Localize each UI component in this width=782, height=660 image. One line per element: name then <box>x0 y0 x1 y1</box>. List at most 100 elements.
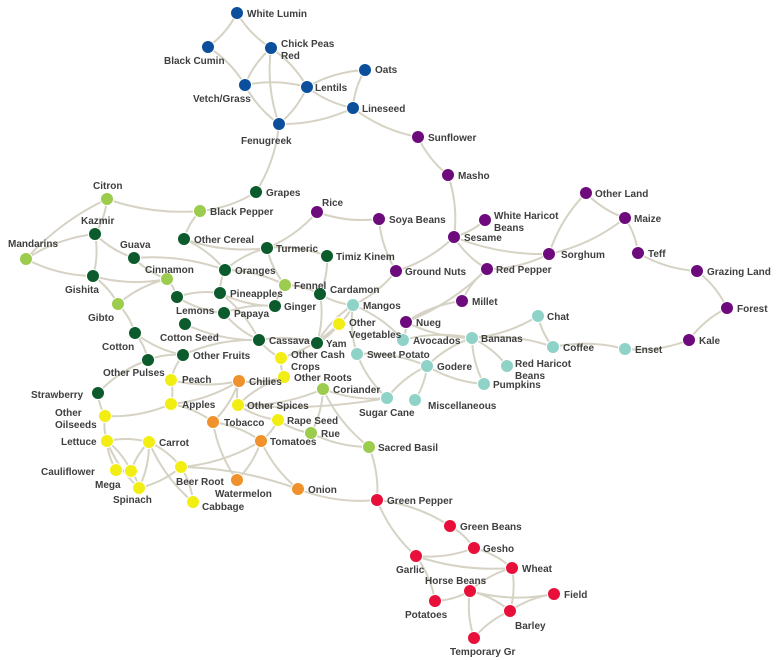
node-dot-pumpkins[interactable] <box>477 377 491 391</box>
node-lentils[interactable]: Lentils <box>300 80 348 95</box>
node-white-haricot-beans[interactable]: White Haricot Beans <box>478 211 560 234</box>
node-dot-gesho[interactable] <box>467 541 481 555</box>
node-cabbage[interactable]: Cabbage <box>186 495 245 514</box>
node-sugar-cane[interactable]: Sugar Cane <box>359 391 415 420</box>
node-dot-rape-seed[interactable] <box>271 413 285 427</box>
node-fenugreek[interactable]: Fenugreek <box>241 117 292 148</box>
node-dot-vetch-grass[interactable] <box>238 78 252 92</box>
node-cinnamon[interactable]: Cinnamon <box>145 265 194 286</box>
node-red-haricot-beans[interactable]: Red Haricot Beans <box>500 359 572 382</box>
node-dot-mandarins[interactable] <box>19 252 33 266</box>
node-dot-oats[interactable] <box>358 63 372 77</box>
node-strawberry[interactable]: Strawberry <box>31 386 105 402</box>
node-coffee[interactable]: Coffee <box>546 340 595 355</box>
node-potatoes[interactable]: Potatoes <box>405 594 448 622</box>
node-white-lumin[interactable]: White Lumin <box>230 6 308 21</box>
node-dot-soya-beans[interactable] <box>372 212 386 226</box>
node-dot-sweet-potato[interactable] <box>350 347 364 361</box>
node-other-land[interactable]: Other Land <box>579 186 649 201</box>
node-dot-coriander[interactable] <box>316 382 330 396</box>
node-garlic[interactable]: Garlic <box>396 549 425 577</box>
node-dot-mega[interactable] <box>124 464 138 478</box>
node-dot-potatoes[interactable] <box>428 594 442 608</box>
node-onion[interactable]: Onion <box>291 482 337 497</box>
node-dot-other-vegetables[interactable] <box>332 317 346 331</box>
node-dot-peach[interactable] <box>164 373 178 387</box>
node-dot-horse-beans[interactable] <box>463 584 477 598</box>
node-dot-kale[interactable] <box>682 333 696 347</box>
node-ginger[interactable]: Ginger <box>268 299 317 314</box>
node-chilies[interactable]: Chilies <box>232 374 283 389</box>
node-field[interactable]: Field <box>547 587 588 602</box>
node-other-spices[interactable]: Other Spices <box>231 398 310 413</box>
node-dot-other-spices[interactable] <box>231 398 245 412</box>
node-dot-lemons[interactable] <box>170 290 184 304</box>
node-dot-other-roots[interactable] <box>277 370 291 384</box>
node-avocados[interactable]: Avocados <box>396 333 461 348</box>
node-dot-field[interactable] <box>547 587 561 601</box>
node-watermelon[interactable]: Watermelon <box>215 473 272 501</box>
node-red-pepper[interactable]: Red Pepper <box>480 262 552 277</box>
node-dot-avocados[interactable] <box>396 333 410 347</box>
node-dot-masho[interactable] <box>441 168 455 182</box>
node-mega[interactable]: Mega <box>95 464 138 492</box>
node-dot-tomatoes[interactable] <box>254 434 268 448</box>
node-dot-chat[interactable] <box>531 309 545 323</box>
node-other-cereal[interactable]: Other Cereal <box>177 232 255 247</box>
node-dot-citron[interactable] <box>100 192 114 206</box>
node-gibto[interactable]: Gibto <box>88 297 125 325</box>
node-dot-black-cumin[interactable] <box>201 40 215 54</box>
node-dot-bananas[interactable] <box>465 331 479 345</box>
node-tobacco[interactable]: Tobacco <box>206 415 265 430</box>
node-dot-timiz-kinem[interactable] <box>320 249 334 263</box>
node-teff[interactable]: Teff <box>631 246 667 261</box>
node-tomatoes[interactable]: Tomatoes <box>254 434 317 449</box>
node-nueg[interactable]: Nueg <box>399 315 442 330</box>
node-dot-lettuce[interactable] <box>100 434 114 448</box>
node-dot-red-haricot-beans[interactable] <box>500 359 514 373</box>
node-dot-red-pepper[interactable] <box>480 262 494 276</box>
node-dot-fennel[interactable] <box>278 278 292 292</box>
node-dot-godere[interactable] <box>420 359 434 373</box>
node-dot-rice[interactable] <box>310 205 324 219</box>
node-dot-green-beans[interactable] <box>443 519 457 533</box>
node-dot-apples[interactable] <box>164 397 178 411</box>
node-rice[interactable]: Rice <box>310 198 344 219</box>
node-horse-beans[interactable]: Horse Beans <box>425 576 487 598</box>
node-other-cash-crops[interactable]: Other Cash Crops <box>274 350 345 373</box>
node-dot-coffee[interactable] <box>546 340 560 354</box>
node-cotton-seed[interactable]: Cotton Seed <box>160 317 219 345</box>
node-dot-white-lumin[interactable] <box>230 6 244 20</box>
node-fennel[interactable]: Fennel <box>278 278 327 293</box>
node-dot-pineapples[interactable] <box>213 286 227 300</box>
node-dot-turmeric[interactable] <box>260 241 274 255</box>
node-dot-yam[interactable] <box>310 336 324 350</box>
node-godere[interactable]: Godere <box>420 359 473 374</box>
node-dot-grazing-land[interactable] <box>690 264 704 278</box>
node-oats[interactable]: Oats <box>358 63 398 77</box>
node-dot-forest[interactable] <box>720 301 734 315</box>
node-dot-other-cereal[interactable] <box>177 232 191 246</box>
node-dot-ground-nuts[interactable] <box>389 264 403 278</box>
node-citron[interactable]: Citron <box>93 181 122 206</box>
node-dot-teff[interactable] <box>631 246 645 260</box>
node-sacred-basil[interactable]: Sacred Basil <box>362 440 439 455</box>
node-dot-sacred-basil[interactable] <box>362 440 376 454</box>
node-cassava[interactable]: Cassava <box>252 333 311 348</box>
node-dot-cinnamon[interactable] <box>160 272 174 286</box>
node-cardamon[interactable]: Cardamon <box>313 285 380 301</box>
node-mandarins[interactable]: Mandarins <box>8 239 58 266</box>
node-dot-other-oilseeds[interactable] <box>98 409 112 423</box>
node-dot-cotton[interactable] <box>128 326 142 340</box>
node-green-pepper[interactable]: Green Pepper <box>370 493 453 508</box>
node-dot-barley[interactable] <box>503 604 517 618</box>
node-sweet-potato[interactable]: Sweet Potato <box>350 347 430 362</box>
node-dot-ginger[interactable] <box>268 299 282 313</box>
node-turmeric[interactable]: Turmeric <box>260 241 319 256</box>
node-kale[interactable]: Kale <box>682 333 721 348</box>
node-other-roots[interactable]: Other Roots <box>277 370 353 385</box>
node-kazmir[interactable]: Kazmir <box>81 216 114 241</box>
node-dot-miscellaneous[interactable] <box>408 393 422 407</box>
node-chick-peas-red[interactable]: Chick Peas Red <box>264 39 335 62</box>
node-other-fruits[interactable]: Other Fruits <box>176 348 251 363</box>
